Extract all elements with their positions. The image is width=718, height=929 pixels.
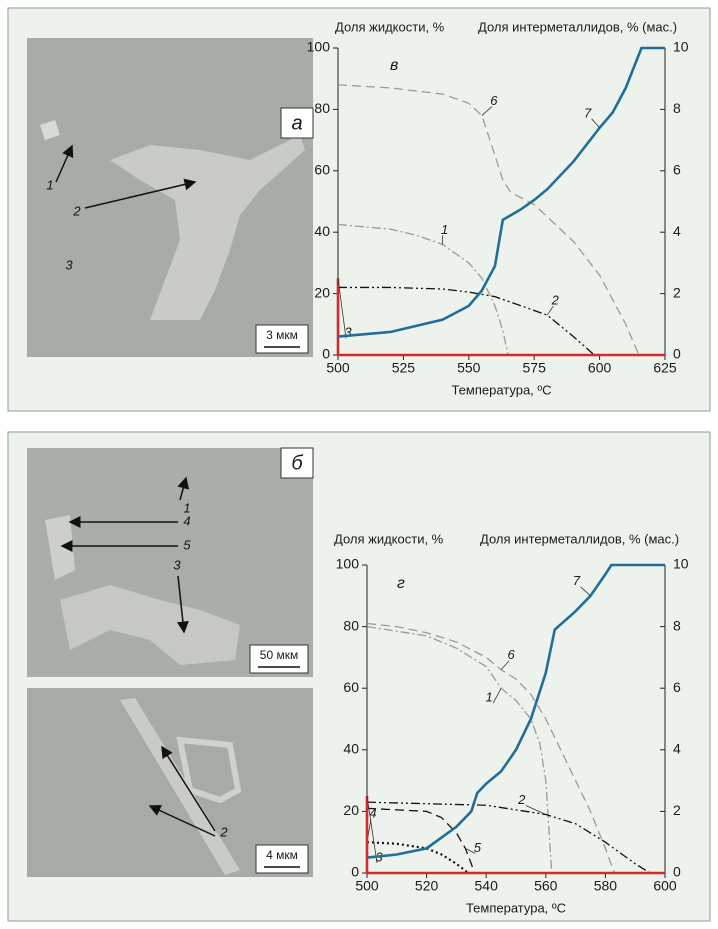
- panel-letter: а: [291, 112, 302, 134]
- curve-label: 5: [474, 840, 482, 855]
- marker: 5: [183, 537, 191, 552]
- y-tick-label: 20: [314, 284, 330, 300]
- x-tick-label: 575: [523, 360, 547, 376]
- x-tick-label: 600: [653, 878, 677, 894]
- x-tick-label: 500: [355, 878, 379, 894]
- y-tick-label: 20: [343, 802, 359, 818]
- scale-bar-label: 50 мкм: [260, 648, 298, 662]
- curve-label: 6: [490, 93, 498, 108]
- y2-tick-label: 8: [673, 617, 681, 633]
- curve-label: 2: [517, 792, 526, 807]
- y2-tick-label: 10: [673, 556, 689, 572]
- marker: 3: [65, 257, 73, 272]
- x-axis-title: Температура, ºС: [466, 900, 566, 915]
- micrograph-a: а 1 2 3 3 мкм: [27, 38, 313, 357]
- curve-label: 6: [507, 647, 515, 662]
- curve-label: 1: [485, 690, 492, 705]
- y-tick-label: 80: [343, 617, 359, 633]
- x-tick-label: 540: [475, 878, 499, 894]
- y2-tick-label: 2: [673, 802, 681, 818]
- marker: 2: [72, 203, 81, 218]
- x-tick-label: 600: [588, 360, 612, 376]
- y-tick-label: 60: [314, 162, 330, 178]
- y-tick-label: 80: [314, 100, 330, 116]
- y2-tick-label: 10: [673, 39, 689, 55]
- figure: а 1 2 3 3 мкм б 1 4 5 3 50 мкм 2: [0, 0, 718, 929]
- y-axis-title: Доля жидкости, %: [334, 531, 444, 546]
- micrograph-b: б 1 4 5 3 50 мкм: [27, 448, 313, 677]
- marker: 4: [183, 513, 190, 528]
- marker: 2: [219, 824, 228, 839]
- x-tick-label: 625: [653, 360, 677, 376]
- y2-tick-label: 6: [673, 162, 681, 178]
- y2-tick-label: 4: [673, 223, 681, 239]
- marker: 3: [173, 557, 181, 572]
- y-tick-label: 60: [343, 679, 359, 695]
- x-axis-title: Температура, ºС: [451, 382, 551, 397]
- y2-tick-label: 4: [673, 741, 681, 757]
- y2-tick-label: 2: [673, 284, 681, 300]
- y-tick-label: 40: [343, 741, 359, 757]
- curve-label: 1: [441, 222, 448, 237]
- scale-bar-label: 4 мкм: [266, 848, 298, 862]
- y-tick-label: 100: [307, 39, 331, 55]
- panel-letter: б: [291, 452, 303, 474]
- y2-axis-title: Доля интерметаллидов, % (мас.): [478, 19, 677, 34]
- y-tick-label: 40: [314, 223, 330, 239]
- y-axis-title: Доля жидкости, %: [335, 19, 445, 34]
- scale-bar-label: 3 мкм: [266, 328, 298, 342]
- x-tick-label: 580: [594, 878, 618, 894]
- x-tick-label: 525: [392, 360, 416, 376]
- curve-label: 7: [573, 573, 581, 588]
- y2-tick-label: 8: [673, 100, 681, 116]
- x-tick-label: 550: [457, 360, 481, 376]
- curve-label: 7: [584, 105, 592, 120]
- panel-letter: в: [390, 57, 398, 74]
- micrograph-b2: 2 4 мкм: [27, 688, 313, 877]
- y-tick-label: 100: [336, 556, 360, 572]
- panel-letter: г: [397, 575, 405, 592]
- curve-label: 3: [344, 325, 352, 340]
- x-tick-label: 560: [534, 878, 558, 894]
- x-tick-label: 520: [415, 878, 439, 894]
- marker: 1: [46, 177, 53, 192]
- x-tick-label: 500: [326, 360, 350, 376]
- y2-axis-title: Доля интерметаллидов, % (мас.): [480, 531, 679, 546]
- curve-label: 2: [551, 293, 560, 308]
- y2-tick-label: 6: [673, 679, 681, 695]
